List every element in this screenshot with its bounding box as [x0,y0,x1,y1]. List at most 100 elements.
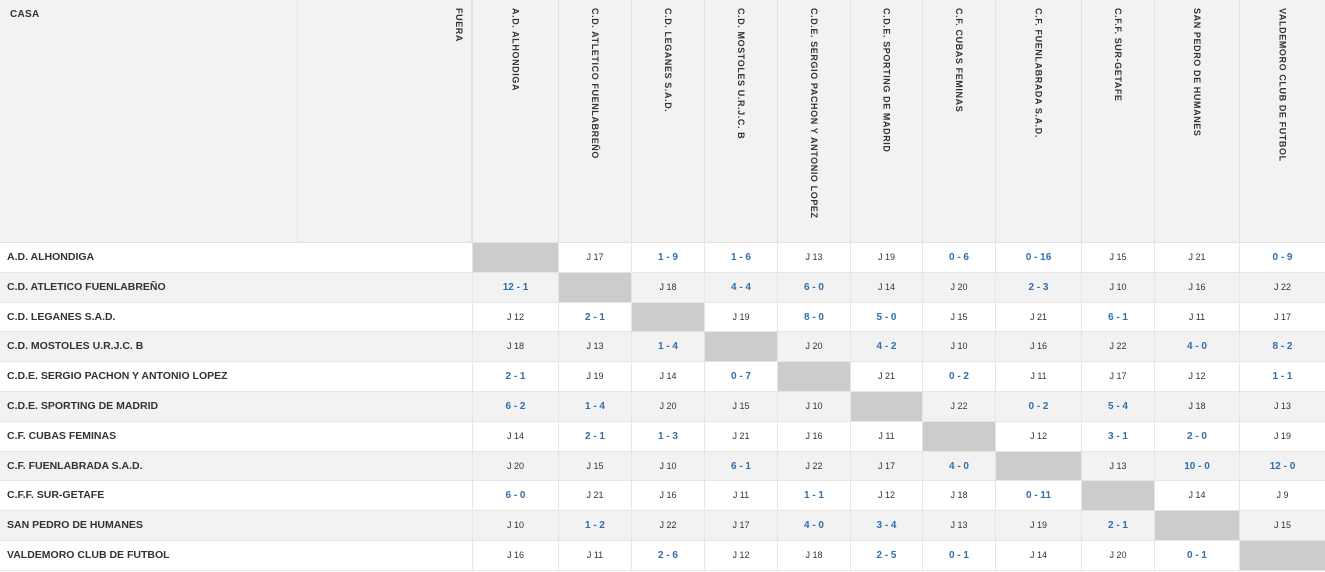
row-header-label: SAN PEDRO DE HUMANES [0,511,472,541]
match-score-link[interactable]: 1 - 4 [631,332,704,363]
column-header-label: C.D. ATLETICO FUENLABREÑO [590,8,600,159]
matchday-cell: J 22 [777,451,850,482]
match-score-link[interactable]: 1 - 2 [558,511,631,541]
row-header-label: A.D. ALHONDIGA [0,243,472,273]
matchday-cell: J 20 [472,451,558,482]
matchday-cell: J 12 [472,302,558,333]
match-score-link[interactable]: 8 - 0 [777,302,850,333]
match-score-link[interactable]: 0 - 1 [922,541,995,571]
self-match-cell [922,421,995,452]
matchday-cell: J 16 [472,541,558,571]
match-score-link[interactable]: 1 - 1 [1239,362,1325,392]
matchday-cell: J 15 [922,302,995,333]
match-score-link[interactable]: 12 - 1 [472,272,558,303]
matchday-cell: J 21 [1154,243,1239,273]
row-header-label: C.F. FUENLABRADA S.A.D. [0,451,472,482]
matchday-cell: J 18 [472,332,558,363]
match-score-link[interactable]: 2 - 1 [558,421,631,452]
match-score-link[interactable]: 3 - 1 [1081,421,1154,452]
match-score-link[interactable]: 2 - 0 [1154,421,1239,452]
match-score-link[interactable]: 2 - 1 [558,302,631,333]
matchday-cell: J 19 [704,302,777,333]
self-match-cell [704,332,777,363]
match-score-link[interactable]: 1 - 1 [777,481,850,512]
match-score-link[interactable]: 12 - 0 [1239,451,1325,482]
match-score-link[interactable]: 0 - 2 [922,362,995,392]
matchday-cell: J 14 [472,421,558,452]
matchday-cell: J 21 [850,362,922,392]
self-match-cell [1154,511,1239,541]
match-score-link[interactable]: 1 - 4 [558,392,631,422]
matchday-cell: J 14 [850,272,922,303]
matchday-cell: J 12 [1154,362,1239,392]
column-header: C.D. ATLETICO FUENLABREÑO [558,0,631,243]
matchday-cell: J 20 [1081,541,1154,571]
matchday-cell: J 10 [631,451,704,482]
match-score-link[interactable]: 6 - 1 [1081,302,1154,333]
column-header-label: C.F.F. SUR-GETAFE [1113,8,1123,102]
matchday-cell: J 17 [704,511,777,541]
match-score-link[interactable]: 2 - 6 [631,541,704,571]
matchday-cell: J 14 [995,541,1081,571]
column-header: C.D.E. SPORTING DE MADRID [850,0,922,243]
match-score-link[interactable]: 6 - 2 [472,392,558,422]
matchday-cell: J 11 [704,481,777,512]
match-score-link[interactable]: 4 - 0 [1154,332,1239,363]
matchday-cell: J 16 [995,332,1081,363]
match-score-link[interactable]: 1 - 9 [631,243,704,273]
match-score-link[interactable]: 4 - 0 [777,511,850,541]
matchday-cell: J 13 [1081,451,1154,482]
match-score-link[interactable]: 5 - 4 [1081,392,1154,422]
match-score-link[interactable]: 0 - 7 [704,362,777,392]
match-score-link[interactable]: 0 - 11 [995,481,1081,512]
matchday-cell: J 19 [558,362,631,392]
match-score-link[interactable]: 4 - 2 [850,332,922,363]
matchday-cell: J 14 [631,362,704,392]
matchday-cell: J 16 [777,421,850,452]
match-score-link[interactable]: 2 - 3 [995,272,1081,303]
matchday-cell: J 18 [1154,392,1239,422]
matchday-cell: J 15 [1081,243,1154,273]
match-score-link[interactable]: 0 - 16 [995,243,1081,273]
row-header-label: VALDEMORO CLUB DE FUTBOL [0,541,472,571]
corner-divider [297,0,298,243]
matchday-cell: J 13 [1239,392,1325,422]
matchday-cell: J 15 [558,451,631,482]
row-header-label: C.D.E. SPORTING DE MADRID [0,392,472,422]
matchday-cell: J 20 [922,272,995,303]
self-match-cell [631,302,704,333]
match-score-link[interactable]: 1 - 6 [704,243,777,273]
match-score-link[interactable]: 4 - 0 [922,451,995,482]
match-score-link[interactable]: 2 - 1 [1081,511,1154,541]
matchday-cell: J 16 [1154,272,1239,303]
match-score-link[interactable]: 3 - 4 [850,511,922,541]
match-score-link[interactable]: 6 - 0 [777,272,850,303]
match-score-link[interactable]: 10 - 0 [1154,451,1239,482]
matchday-cell: J 19 [995,511,1081,541]
match-score-link[interactable]: 6 - 1 [704,451,777,482]
match-score-link[interactable]: 2 - 5 [850,541,922,571]
home-axis-label: CASA [10,9,40,20]
matchday-cell: J 20 [631,392,704,422]
match-score-link[interactable]: 1 - 3 [631,421,704,452]
match-score-link[interactable]: 0 - 6 [922,243,995,273]
matchday-cell: J 22 [922,392,995,422]
column-header-label: VALDEMORO CLUB DE FUTBOL [1277,8,1288,162]
matchday-cell: J 11 [995,362,1081,392]
column-header: SAN PEDRO DE HUMANES [1154,0,1239,243]
match-score-link[interactable]: 4 - 4 [704,272,777,303]
matchday-cell: J 10 [1081,272,1154,303]
matchday-cell: J 11 [1154,302,1239,333]
matchday-cell: J 19 [850,243,922,273]
match-score-link[interactable]: 0 - 9 [1239,243,1325,273]
match-score-link[interactable]: 0 - 1 [1154,541,1239,571]
match-score-link[interactable]: 2 - 1 [472,362,558,392]
matchday-cell: J 17 [558,243,631,273]
match-score-link[interactable]: 5 - 0 [850,302,922,333]
match-score-link[interactable]: 0 - 2 [995,392,1081,422]
match-score-link[interactable]: 8 - 2 [1239,332,1325,363]
column-header: C.F. CUBAS FEMINAS [922,0,995,243]
column-header: A.D. ALHONDIGA [472,0,558,243]
self-match-cell [1239,541,1325,571]
match-score-link[interactable]: 6 - 0 [472,481,558,512]
